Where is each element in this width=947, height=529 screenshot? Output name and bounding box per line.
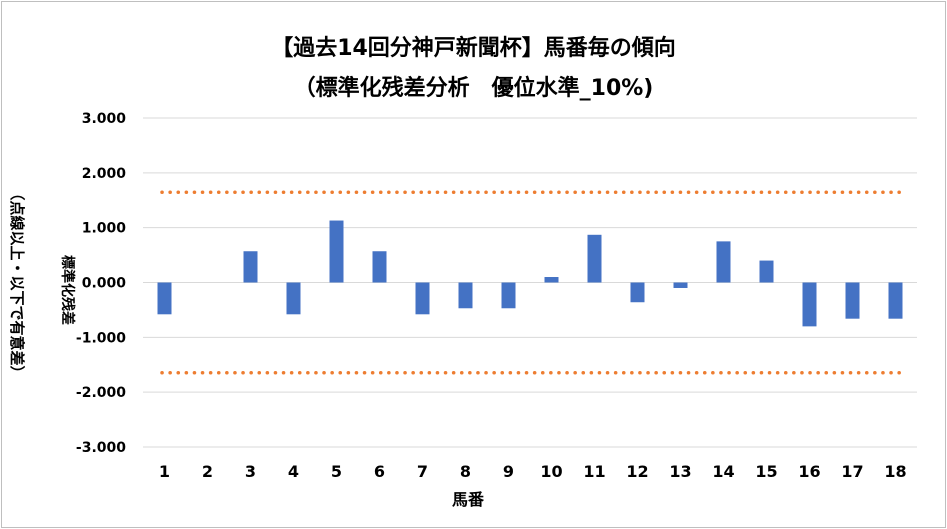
x-tick-label: 14 xyxy=(712,462,734,481)
x-tick-label: 5 xyxy=(331,462,342,481)
x-tick-label: 3 xyxy=(245,462,256,481)
bar xyxy=(716,241,731,283)
bar xyxy=(286,282,301,315)
x-tick-label: 6 xyxy=(374,462,385,481)
y-axis-ticks: 3.000 2.000 1.000 0.000 -1.000 -2.000 -3.000 xyxy=(76,111,126,456)
bar xyxy=(759,260,774,283)
x-tick-label: 1 xyxy=(159,462,170,481)
bar xyxy=(845,282,860,319)
x-tick-label: 15 xyxy=(755,462,777,481)
y-axis-label: 標準化残差 xyxy=(59,255,76,325)
bar xyxy=(329,220,344,283)
bars xyxy=(157,220,903,327)
chart-title: 【過去14回分神戸新聞杯】馬番毎の傾向 xyxy=(271,36,676,61)
x-tick-label: 17 xyxy=(841,462,863,481)
x-tick-label: 8 xyxy=(460,462,471,481)
bar xyxy=(673,282,688,288)
x-tick-label: 18 xyxy=(884,462,906,481)
bar xyxy=(243,251,258,283)
x-tick-label: 4 xyxy=(288,462,299,481)
y-tick-label: 1.000 xyxy=(82,221,127,237)
y-tick-label: -2.000 xyxy=(76,385,126,401)
significance-thresholds xyxy=(160,190,902,375)
x-tick-label: 10 xyxy=(540,462,562,481)
bar xyxy=(458,282,473,309)
x-tick-label: 12 xyxy=(626,462,648,481)
x-tick-label: 9 xyxy=(503,462,514,481)
bar xyxy=(372,251,387,283)
y-axis-note: （点線以上・以下で有意差） xyxy=(8,185,26,380)
bar xyxy=(157,282,172,315)
chart-subtitle: （標準化残差分析 優位水準_10%) xyxy=(293,76,654,101)
x-tick-label: 11 xyxy=(583,462,605,481)
bar xyxy=(888,282,903,319)
bar xyxy=(630,282,645,303)
gridlines xyxy=(143,117,917,448)
bar xyxy=(802,282,817,327)
x-axis-ticks: 1 2 3 4 5 6 7 8 9 10 11 12 13 14 15 16 17 18 xyxy=(159,462,907,481)
bar xyxy=(501,282,516,309)
y-tick-label: 0.000 xyxy=(82,276,127,292)
bar xyxy=(587,234,602,283)
y-tick-label: -3.000 xyxy=(76,440,126,456)
y-tick-label: -1.000 xyxy=(76,330,126,346)
x-tick-label: 7 xyxy=(417,462,428,481)
y-tick-label: 2.000 xyxy=(82,166,127,182)
x-tick-label: 16 xyxy=(798,462,820,481)
x-tick-label: 2 xyxy=(202,462,213,481)
x-tick-label: 13 xyxy=(669,462,691,481)
bar xyxy=(544,277,559,283)
bar xyxy=(415,282,430,315)
y-tick-label: 3.000 xyxy=(82,111,127,127)
x-axis-label: 馬番 xyxy=(452,490,485,509)
